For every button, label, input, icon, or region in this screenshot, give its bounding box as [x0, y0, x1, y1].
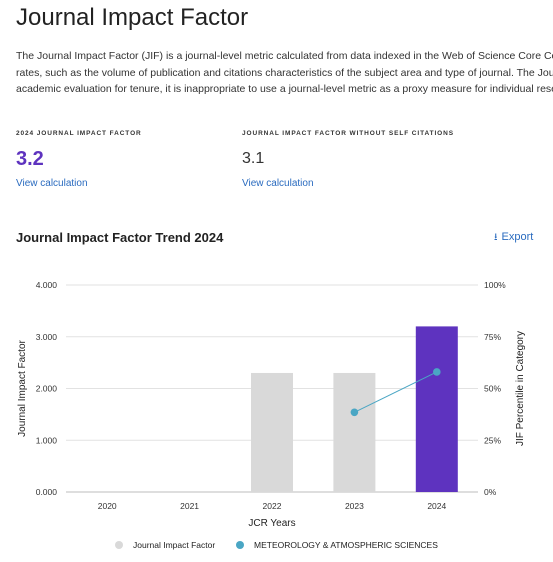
export-button[interactable]: ⭳ Export: [494, 230, 533, 247]
legend-label-jif: Journal Impact Factor: [133, 540, 215, 550]
jif-no-self-metric-label: JOURNAL IMPACT FACTOR WITHOUT SELF CITAT…: [242, 130, 454, 137]
y-tick-label: 0.000: [36, 487, 58, 497]
y-tick-label: 2.000: [36, 384, 58, 394]
x-tick-label: 2022: [263, 501, 282, 511]
y-axis-title: Journal Impact Factor: [17, 339, 28, 436]
percentile-point: [350, 408, 359, 417]
x-tick-label: 2023: [345, 501, 364, 511]
trend-chart-title: Journal Impact Factor Trend 2024: [16, 230, 224, 245]
legend-swatch-category: [236, 541, 244, 549]
jif-metric-value: 3.2: [16, 148, 44, 170]
percentile-point: [433, 368, 441, 376]
description-line: academic evaluation for tenure, it is in…: [16, 83, 553, 95]
jif-no-self-view-calculation-link[interactable]: View calculation: [242, 178, 314, 189]
jif-bar: [251, 372, 293, 492]
y-right-tick-label: 100%: [484, 280, 506, 290]
percentile-line: [354, 371, 438, 413]
legend-swatch-jif: [115, 541, 123, 549]
y-right-axis-title: JIF Percentile in Category: [515, 331, 526, 446]
x-tick-label: 2021: [180, 501, 199, 511]
description-line: The Journal Impact Factor (JIF) is a jou…: [16, 50, 553, 62]
export-label: Export: [501, 231, 534, 243]
jif-bar: [415, 326, 458, 492]
jif-description: The Journal Impact Factor (JIF) is a jou…: [16, 48, 553, 98]
jif-metric-label: 2024 JOURNAL IMPACT FACTOR: [16, 130, 142, 137]
x-tick-label: 2020: [98, 501, 117, 511]
y-tick-label: 4.000: [36, 280, 58, 290]
jif-no-self-metric-value: 3.1: [242, 150, 265, 167]
description-line: rates, such as the volume of publication…: [16, 66, 553, 79]
y-right-tick-label: 75%: [484, 332, 501, 342]
y-right-tick-label: 50%: [484, 384, 501, 394]
legend-label-category: METEOROLOGY & ATMOSPHERIC SCIENCES: [254, 540, 438, 550]
y-tick-label: 1.000: [36, 435, 58, 445]
page-title: Journal Impact Factor: [16, 4, 249, 31]
jif-view-calculation-link[interactable]: View calculation: [16, 178, 88, 189]
x-axis-title: JCR Years: [248, 518, 295, 529]
x-tick-label: 2024: [427, 501, 446, 511]
jif-no-self-metric-card: JOURNAL IMPACT FACTOR WITHOUT SELF CITAT…: [242, 130, 454, 189]
jif-bar: [333, 372, 376, 492]
y-right-tick-label: 0%: [484, 487, 497, 497]
download-icon: ⭳: [494, 232, 498, 243]
y-tick-label: 3.000: [36, 332, 58, 342]
jif-metric-card: 2024 JOURNAL IMPACT FACTOR 3.2 View calc…: [16, 130, 142, 189]
y-right-tick-label: 25%: [484, 435, 501, 445]
